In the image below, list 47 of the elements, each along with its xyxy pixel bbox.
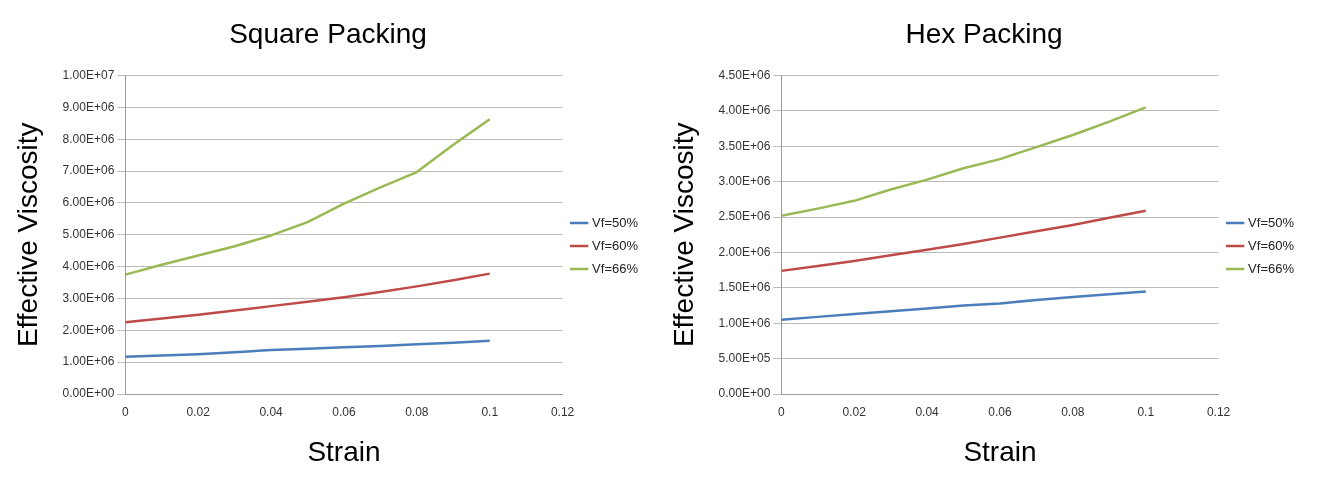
y-tick-label: 4.00E+06: [718, 103, 771, 118]
y-tick-label: 5.00E+05: [718, 350, 771, 365]
y-tick-label: 8.00E+06: [62, 131, 115, 146]
y-tick-label: 2.00E+06: [718, 244, 771, 259]
y-tick-label: 1.50E+06: [718, 280, 771, 295]
x-tick-label: 0: [121, 404, 129, 419]
y-tick-label: 4.50E+06: [718, 67, 771, 82]
x-tick-label: 0.04: [915, 404, 940, 419]
x-axis-title: Strain: [307, 435, 381, 467]
legend-label: Vf=50%: [1248, 214, 1295, 230]
y-tick-label: 1.00E+06: [62, 354, 115, 369]
y-tick-label: 2.00E+06: [62, 322, 115, 337]
legend-label: Vf=66%: [1248, 260, 1295, 276]
y-tick-label: 9.00E+06: [62, 99, 115, 114]
chart-title: Square Packing: [229, 17, 427, 49]
y-tick-label: 6.00E+06: [62, 195, 115, 210]
y-tick-label: 1.00E+06: [718, 315, 771, 330]
x-tick-label: 0.08: [1061, 404, 1085, 419]
x-tick-label: 0.12: [550, 404, 575, 419]
y-tick-label: 2.50E+06: [718, 209, 771, 224]
x-tick-label: 0.1: [1137, 404, 1155, 419]
y-tick-label: 0.00E+00: [62, 386, 115, 401]
y-axis-title: Effective Viscosity: [667, 122, 699, 348]
x-tick-label: 0.12: [1206, 404, 1231, 419]
x-tick-label: 0.04: [259, 404, 284, 419]
legend-label: Vf=50%: [592, 214, 639, 230]
x-tick-label: 0.1: [481, 404, 499, 419]
y-tick-label: 3.50E+06: [718, 138, 771, 153]
y-tick-label: 3.00E+06: [718, 174, 771, 189]
y-tick-label: 7.00E+06: [62, 163, 115, 178]
y-axis-title: Effective Viscosity: [11, 122, 43, 348]
legend-label: Vf=60%: [1248, 237, 1295, 253]
chart-title: Hex Packing: [905, 17, 1063, 49]
y-tick-label: 0.00E+00: [718, 386, 771, 401]
x-axis-title: Strain: [963, 435, 1037, 467]
x-tick-label: 0.02: [842, 404, 867, 419]
legend-label: Vf=60%: [592, 237, 639, 253]
x-tick-label: 0.06: [988, 404, 1012, 419]
legend-label: Vf=66%: [592, 260, 639, 276]
x-tick-label: 0.08: [405, 404, 429, 419]
x-tick-label: 0: [777, 404, 785, 419]
x-tick-label: 0.06: [332, 404, 356, 419]
y-tick-label: 4.00E+06: [62, 258, 115, 273]
x-tick-label: 0.02: [186, 404, 211, 419]
y-tick-label: 1.00E+07: [62, 67, 115, 82]
y-tick-label: 5.00E+06: [62, 227, 115, 242]
y-tick-label: 3.00E+06: [62, 290, 115, 305]
